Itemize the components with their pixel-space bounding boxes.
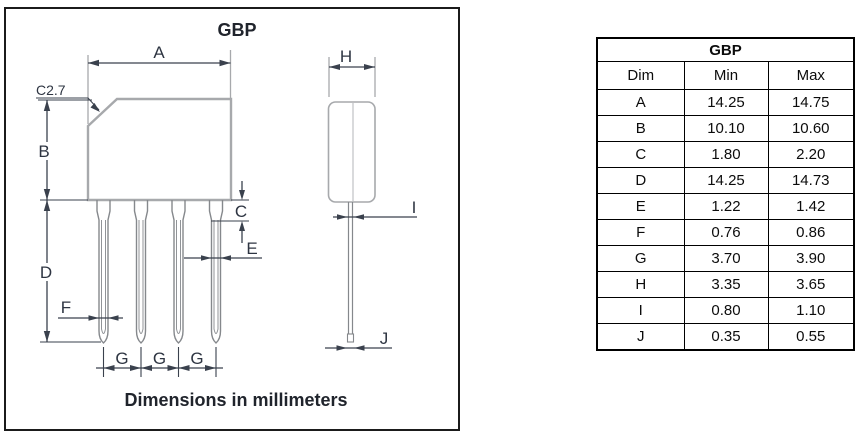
chamfer-label: C2.7: [36, 82, 66, 98]
cell-dim: I: [596, 297, 685, 324]
front-view-leads: [96, 200, 224, 344]
dimension-a-label: A: [153, 43, 165, 62]
dimension-a: A: [87, 43, 232, 124]
side-view-lead: [346, 202, 355, 343]
column-header-dim: Dim: [596, 61, 685, 90]
side-view-body: [327, 101, 376, 203]
cell-dim: H: [596, 271, 685, 298]
table-row: F 0.76 0.86: [596, 219, 855, 246]
cell-max: 14.73: [767, 167, 855, 194]
cell-max: 2.20: [767, 141, 855, 168]
table-header-row: Dim Min Max: [596, 61, 855, 90]
cell-max: 10.60: [767, 115, 855, 142]
cell-min: 1.22: [683, 193, 769, 220]
cell-min: 14.25: [683, 167, 769, 194]
dimension-f-label: F: [61, 298, 71, 317]
table-row: D 14.25 14.73: [596, 167, 855, 194]
table-row: E 1.22 1.42: [596, 193, 855, 220]
cell-dim: B: [596, 115, 685, 142]
dimension-c: C: [211, 181, 249, 243]
dimension-g1-label: G: [115, 349, 128, 368]
table-row: B 10.10 10.60: [596, 115, 855, 142]
cell-dim: E: [596, 193, 685, 220]
table-title-row: GBP: [596, 37, 855, 62]
dimension-j-label: J: [380, 329, 389, 348]
dimension-c-label: C: [235, 202, 247, 221]
cell-dim: F: [596, 219, 685, 246]
dimension-d-label: D: [40, 263, 52, 282]
dimension-e-label: E: [246, 239, 257, 258]
table-row: A 14.25 14.75: [596, 89, 855, 116]
column-header-min: Min: [683, 61, 769, 90]
dimension-g3-label: G: [190, 349, 203, 368]
dimension-h-label: H: [340, 47, 352, 66]
cell-max: 3.65: [767, 271, 855, 298]
table-row: I 0.80 1.10: [596, 297, 855, 324]
drawing-title: GBP: [217, 20, 256, 40]
front-view-body: [86, 97, 233, 202]
cell-dim: A: [596, 89, 685, 116]
cell-min: 3.70: [683, 245, 769, 272]
column-header-max: Max: [767, 61, 855, 90]
cell-min: 14.25: [683, 89, 769, 116]
dimension-b: B: [36, 99, 92, 201]
cell-max: 14.75: [767, 89, 855, 116]
cell-dim: D: [596, 167, 685, 194]
dimension-g2-label: G: [153, 349, 166, 368]
table-row: G 3.70 3.90: [596, 245, 855, 272]
dimension-g: G G G: [96, 347, 223, 377]
cell-min: 0.76: [683, 219, 769, 246]
cell-min: 0.35: [683, 323, 769, 351]
cell-max: 0.86: [767, 219, 855, 246]
dimension-i-label: I: [412, 198, 417, 217]
cell-max: 0.55: [767, 323, 855, 351]
table-row: J 0.35 0.55: [596, 323, 855, 351]
cell-min: 3.35: [683, 271, 769, 298]
dimensions-table: GBP Dim Min Max A 14.25 14.75 B 10.10 10…: [596, 37, 855, 351]
dimension-d: D: [38, 200, 101, 343]
cell-max: 1.10: [767, 297, 855, 324]
cell-dim: C: [596, 141, 685, 168]
cell-max: 3.90: [767, 245, 855, 272]
table-row: H 3.35 3.65: [596, 271, 855, 298]
table-title: GBP: [596, 37, 855, 62]
dimension-f: F: [58, 298, 123, 321]
table-row: C 1.80 2.20: [596, 141, 855, 168]
dimension-j: J: [325, 329, 392, 351]
chamfer-note: C2.7: [36, 82, 100, 112]
dimension-e: E: [184, 239, 262, 261]
cell-dim: J: [596, 323, 685, 351]
package-drawing-panel: GBP: [4, 7, 460, 431]
drawing-caption: Dimensions in millimeters: [124, 390, 347, 410]
cell-min: 0.80: [683, 297, 769, 324]
cell-min: 10.10: [683, 115, 769, 142]
cell-max: 1.42: [767, 193, 855, 220]
dimension-b-label: B: [38, 142, 49, 161]
cell-dim: G: [596, 245, 685, 272]
cell-min: 1.80: [683, 141, 769, 168]
dimension-h: H: [328, 47, 376, 97]
dimension-i: I: [333, 198, 417, 220]
drawing-svg: GBP: [36, 20, 417, 410]
